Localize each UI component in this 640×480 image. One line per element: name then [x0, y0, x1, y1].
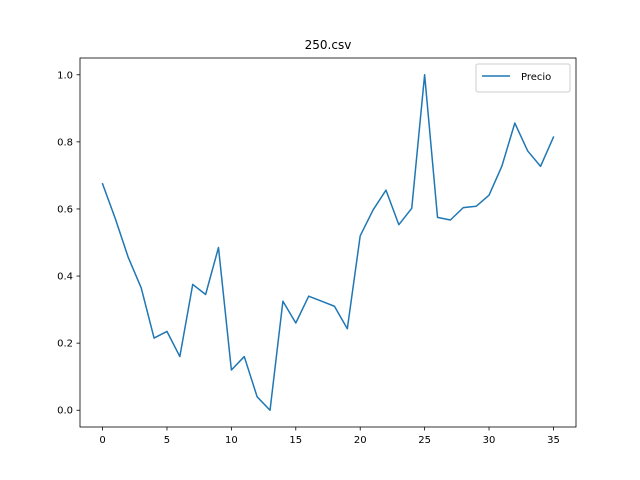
y-tick-label: 0.6 [57, 204, 73, 215]
x-axis: 0 5 10 15 20 25 30 35 [99, 427, 560, 446]
series-layer [101, 74, 555, 411]
x-tick-label: 0 [99, 435, 105, 446]
x-tick-label: 30 [483, 435, 496, 446]
y-tick-label: 0.4 [57, 272, 73, 283]
x-tick-label: 10 [225, 435, 238, 446]
legend: Precio [475, 63, 571, 93]
y-tick-label: 0.8 [57, 137, 73, 148]
series-line-precio [101, 74, 555, 411]
legend-label: Precio [521, 72, 551, 83]
legend-frame [475, 63, 571, 93]
y-tick-label: 0.2 [57, 339, 73, 350]
y-axis: 0.0 0.2 0.4 0.6 0.8 1.0 [57, 70, 80, 417]
plot-frame [79, 57, 577, 428]
x-tick-label: 5 [164, 435, 170, 446]
x-tick-label: 35 [547, 435, 560, 446]
chart-title: 250.csv [305, 38, 352, 52]
y-tick-label: 1.0 [57, 70, 73, 81]
plot-area [79, 57, 577, 428]
x-tick-label: 25 [418, 435, 431, 446]
y-tick-label: 0.0 [57, 406, 73, 417]
x-tick-label: 20 [354, 435, 367, 446]
x-tick-label: 15 [289, 435, 302, 446]
